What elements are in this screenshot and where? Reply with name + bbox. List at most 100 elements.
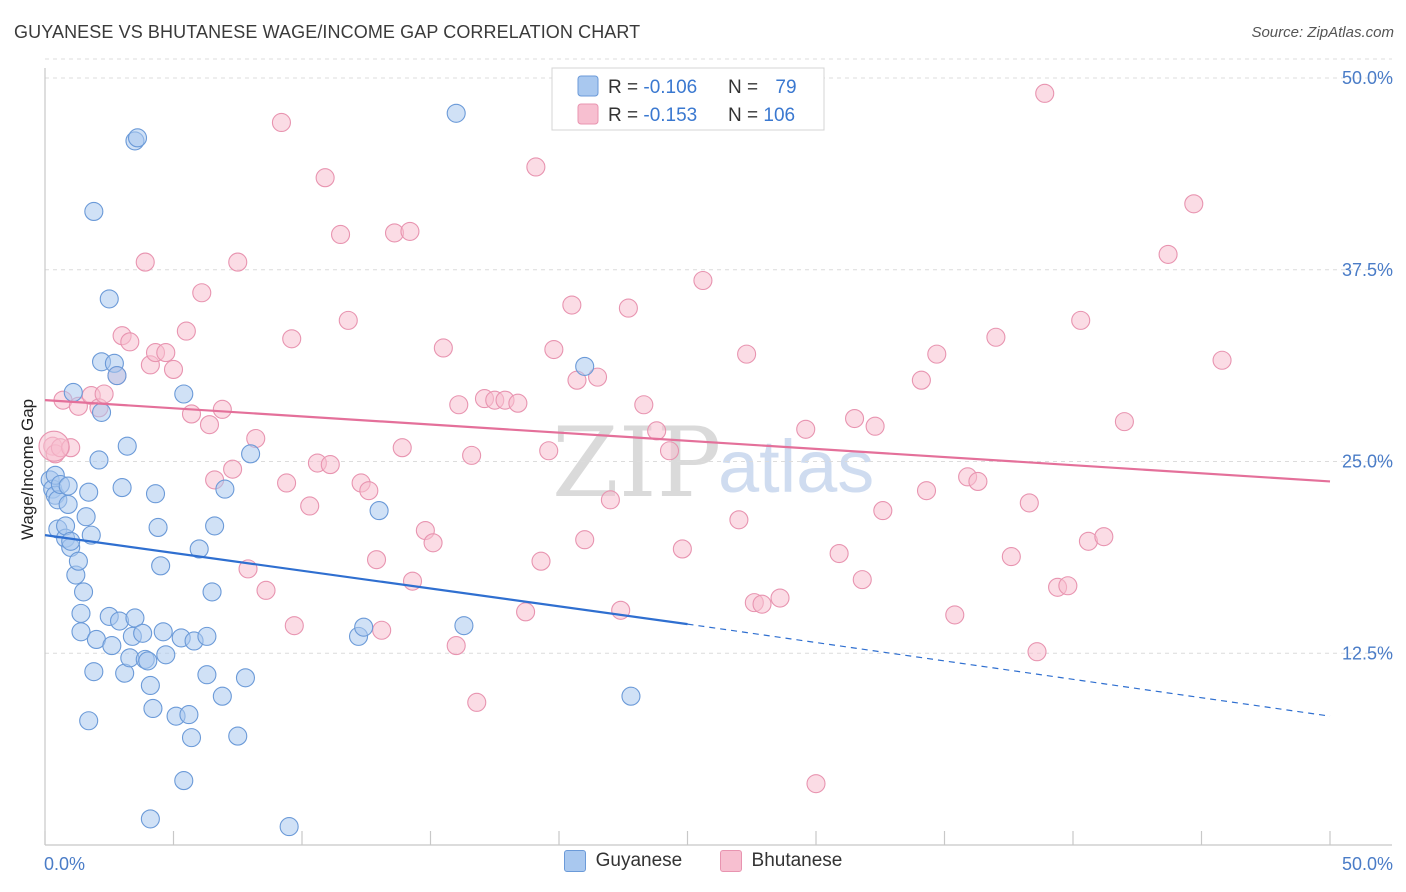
- bhutanese-point: [852, 570, 872, 590]
- bhutanese-point: [911, 370, 931, 390]
- bhutanese-point: [539, 441, 559, 461]
- legend-n-label: N =: [728, 105, 763, 126]
- guyanese-point: [112, 478, 132, 498]
- bhutanese-point: [449, 395, 469, 415]
- legend-row-bhutanese: R = -0.153: [608, 105, 697, 126]
- bhutanese-point: [806, 774, 826, 794]
- bhutanese-point: [372, 620, 392, 640]
- y-tick-label: 50.0%: [1342, 68, 1393, 88]
- bhutanese-point: [223, 459, 243, 479]
- legend-row-guyanese: R = -0.106: [608, 77, 697, 98]
- bhutanese-point: [156, 343, 176, 363]
- guyanese-point: [179, 705, 199, 725]
- bhutanese-point: [865, 416, 885, 436]
- bhutanese-point: [467, 692, 487, 712]
- bhutanese-point: [672, 539, 692, 559]
- bhutanese-point: [752, 594, 772, 614]
- bhutanese-point: [796, 419, 816, 439]
- bhutanese-point: [1158, 244, 1178, 264]
- guyanese-point: [202, 582, 222, 602]
- watermark-zip: ZIP: [552, 407, 721, 519]
- guyanese-point: [153, 622, 173, 642]
- guyanese-point: [61, 531, 81, 551]
- guyanese-point: [174, 771, 194, 791]
- bhutanese-point: [526, 157, 546, 177]
- bhutanese-point: [516, 602, 536, 622]
- bhutanese-point: [192, 283, 212, 303]
- bhutanese-point: [927, 344, 947, 364]
- legend-swatch-bhutanese: [577, 103, 599, 125]
- y-tick-label: 12.5%: [1342, 643, 1393, 663]
- legend-n-label: N =: [728, 77, 763, 98]
- y-tick-label: 37.5%: [1342, 260, 1393, 280]
- bhutanese-point: [618, 298, 638, 318]
- bhutanese-point: [284, 616, 304, 636]
- guyanese-point: [58, 494, 78, 515]
- bhutanese-point: [737, 344, 757, 364]
- guyanese-point: [205, 516, 225, 536]
- guyanese-point: [354, 617, 374, 637]
- guyanese-point: [197, 626, 217, 646]
- guyanese-point: [117, 436, 137, 456]
- y-tick-label: 25.0%: [1342, 452, 1393, 472]
- guyanese-point: [140, 675, 160, 696]
- guyanese-point: [145, 484, 166, 504]
- guyanese-point: [84, 662, 104, 682]
- guyanese-point: [71, 622, 91, 642]
- guyanese-points: [40, 103, 641, 837]
- bhutanese-point: [1114, 412, 1134, 432]
- guyanese-point: [109, 611, 130, 631]
- bhutanese-point: [271, 112, 291, 133]
- bhutanese-point: [1094, 527, 1114, 547]
- bhutanese-point: [315, 168, 335, 188]
- guyanese-point: [241, 444, 261, 464]
- guyanese-point: [215, 479, 235, 499]
- bhutanese-point: [135, 252, 155, 272]
- bottom-legend-guyanese: Guyanese: [563, 850, 682, 872]
- x-tick-labels: 0.0% 50.0%: [44, 854, 1393, 874]
- guyanese-point: [148, 517, 168, 538]
- bhutanese-point: [446, 636, 466, 656]
- bhutanese-point: [163, 359, 184, 380]
- bhutanese-point: [400, 221, 420, 241]
- legend-swatch-guyanese: [577, 75, 599, 97]
- bhutanese-point: [277, 473, 297, 493]
- bhutanese-point: [282, 329, 302, 349]
- bhutanese-point: [770, 588, 790, 608]
- guyanese-point: [125, 608, 145, 628]
- guyanese-point: [91, 402, 112, 422]
- guyanese-point: [63, 382, 83, 403]
- bhutanese-point: [1001, 547, 1021, 567]
- bhutanese-point: [1184, 194, 1204, 214]
- guyanese-point: [228, 726, 248, 746]
- guyanese-point: [189, 539, 209, 559]
- guyanese-point: [74, 582, 94, 602]
- bhutanese-point: [212, 399, 232, 419]
- bhutanese-point: [1035, 83, 1055, 103]
- legend-r-value: -0.153: [643, 105, 697, 126]
- bhutanese-point-cluster: [38, 430, 70, 462]
- guyanese-point: [454, 616, 474, 636]
- guyanese-point: [621, 686, 641, 706]
- bhutanese-point: [256, 580, 276, 600]
- gridlines: [45, 58, 1392, 654]
- bhutanese-point: [366, 550, 387, 570]
- guyanese-point: [197, 665, 217, 685]
- legend-r-value: -0.106: [643, 77, 697, 98]
- bhutanese-point: [844, 408, 865, 429]
- bhutanese-point: [1027, 642, 1047, 662]
- guyanese-point: [369, 501, 389, 521]
- bhutanese-point: [647, 421, 667, 441]
- guyanese-point: [133, 623, 153, 643]
- guyanese-point: [68, 551, 88, 571]
- bhutanese-point: [392, 438, 412, 458]
- bhutanese-point: [433, 338, 453, 358]
- guyanese-point: [127, 128, 148, 148]
- guyanese-point: [79, 482, 99, 502]
- guyanese-point: [181, 728, 202, 748]
- guyanese-point: [138, 651, 158, 671]
- bhutanese-trend-line: [44, 399, 1331, 483]
- bhutanese-point: [330, 224, 351, 245]
- legend-n-bhutanese: N = 106: [728, 105, 795, 126]
